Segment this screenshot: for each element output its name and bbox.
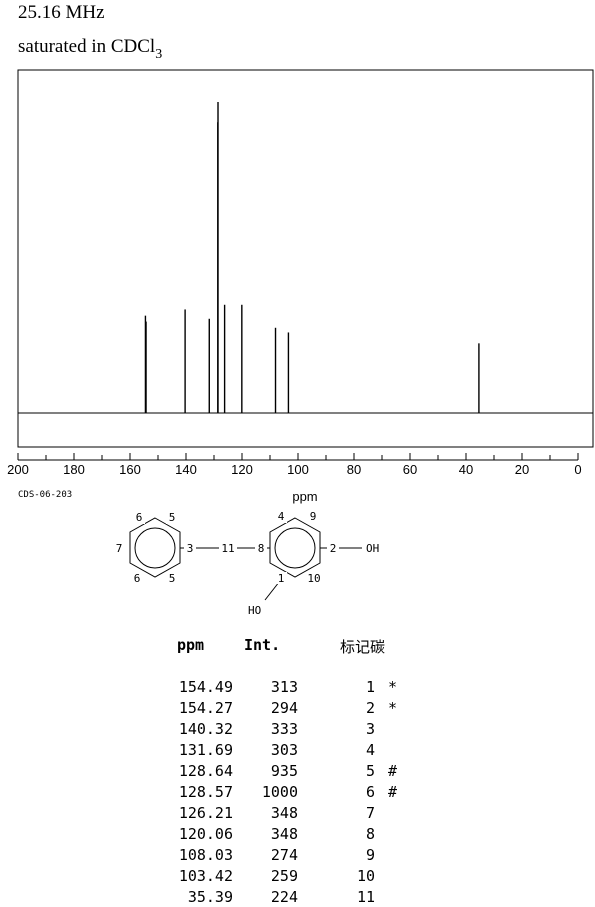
atom-label: 4 — [278, 510, 285, 523]
atom-label: 8 — [258, 542, 265, 555]
table-cell-carbon: 10 — [356, 867, 375, 885]
table-cell-carbon: 7 — [365, 804, 375, 822]
table-cell-carbon: 6 — [365, 783, 375, 801]
x-tick-label: 120 — [231, 462, 253, 477]
left-ring-aromatic — [134, 527, 176, 569]
header-ppm: ppm — [177, 636, 205, 654]
left-ring — [129, 517, 181, 578]
table-cell-ppm: 128.64 — [178, 762, 233, 780]
table-cell-mark: * — [388, 678, 398, 696]
atom-label: 11 — [221, 542, 234, 555]
x-tick-label: 160 — [119, 462, 141, 477]
x-tick-label: 140 — [175, 462, 197, 477]
table-cell-carbon: 3 — [365, 720, 375, 738]
atom-label: 3 — [187, 542, 194, 555]
x-tick-label: 60 — [403, 462, 417, 477]
x-tick-label: 20 — [515, 462, 529, 477]
atom-label: 2 — [330, 542, 337, 555]
atom-label: 6 — [136, 511, 143, 524]
table-cell-intensity: 1000 — [261, 783, 298, 801]
table-cell-ppm: 128.57 — [178, 783, 233, 801]
hydroxyl-label: OH — [366, 542, 379, 555]
x-tick-label: 200 — [7, 462, 29, 477]
table-cell-ppm: 140.32 — [178, 720, 233, 738]
table-cell-ppm: 108.03 — [178, 846, 233, 864]
right-ring-aromatic — [274, 527, 316, 569]
table-cell-ppm: 154.49 — [178, 678, 233, 696]
atom-label: 1 — [278, 572, 285, 585]
table-cell-intensity: 333 — [270, 720, 298, 738]
table-cell-ppm: 131.69 — [178, 741, 233, 759]
table-cell-intensity: 294 — [270, 699, 298, 717]
table-cell-intensity: 935 — [270, 762, 298, 780]
table-cell-carbon: 11 — [356, 888, 375, 906]
table-cell-intensity: 274 — [270, 846, 298, 864]
header-intensity: Int. — [244, 636, 281, 654]
hydroxyl-label: HO — [248, 604, 261, 617]
solvent-subscript: 3 — [155, 47, 163, 62]
table-cell-intensity: 224 — [270, 888, 298, 906]
atom-label: 5 — [169, 572, 176, 585]
table-cell-carbon: 5 — [365, 762, 375, 780]
header-carbon: 标记碳 — [340, 638, 386, 656]
table-cell-ppm: 154.27 — [178, 699, 233, 717]
x-tick-label: 100 — [287, 462, 309, 477]
table-cell-carbon: 9 — [365, 846, 375, 864]
atom-label: 6 — [134, 572, 141, 585]
x-axis-label: ppm — [292, 489, 317, 504]
compound-code: CDS-06-203 — [18, 490, 73, 500]
table-cell-carbon: 1 — [365, 678, 375, 696]
atom-label: 7 — [116, 542, 123, 555]
x-tick-label: 40 — [459, 462, 473, 477]
solvent-text: saturated in CDCl — [18, 36, 156, 57]
table-cell-ppm: 103.42 — [178, 867, 233, 885]
solvent-label: saturated in CDCl3 — [18, 36, 162, 62]
table-cell-mark: # — [388, 762, 398, 780]
table-cell-ppm: 35.39 — [187, 888, 233, 906]
table-cell-intensity: 303 — [270, 741, 298, 759]
table-cell-intensity: 348 — [270, 825, 298, 843]
peaks-layer — [144, 102, 480, 413]
table-cell-intensity: 259 — [270, 867, 298, 885]
frequency-label: 25.16 MHz — [18, 2, 105, 23]
table-cell-carbon: 2 — [365, 699, 375, 717]
plot-frame — [17, 69, 594, 448]
table-cell-carbon: 4 — [365, 741, 375, 759]
atom-label: 10 — [307, 572, 320, 585]
molecule-structure: 6 5 7 3 11 8 6 5 4 9 2 OH 1 10 HO — [115, 510, 380, 617]
nmr-spectrum-chart: 200 180 160 140 120 100 80 60 40 20 0 ppm — [7, 69, 594, 504]
table-cell-ppm: 126.21 — [178, 804, 233, 822]
table-cell-mark: * — [388, 699, 398, 717]
atom-label: 5 — [169, 511, 176, 524]
x-tick-label: 0 — [574, 462, 581, 477]
atom-label: 9 — [310, 510, 317, 523]
table-cell-ppm: 120.06 — [178, 825, 233, 843]
table-cell-carbon: 8 — [365, 825, 375, 843]
table-cell-intensity: 348 — [270, 804, 298, 822]
table-cell-intensity: 313 — [270, 678, 298, 696]
x-tick-label: 80 — [347, 462, 361, 477]
x-axis-ticks: 200 180 160 140 120 100 80 60 40 20 0 — [7, 453, 582, 477]
right-ring — [269, 517, 321, 578]
x-tick-label: 180 — [63, 462, 85, 477]
table-cell-mark: # — [388, 783, 398, 801]
